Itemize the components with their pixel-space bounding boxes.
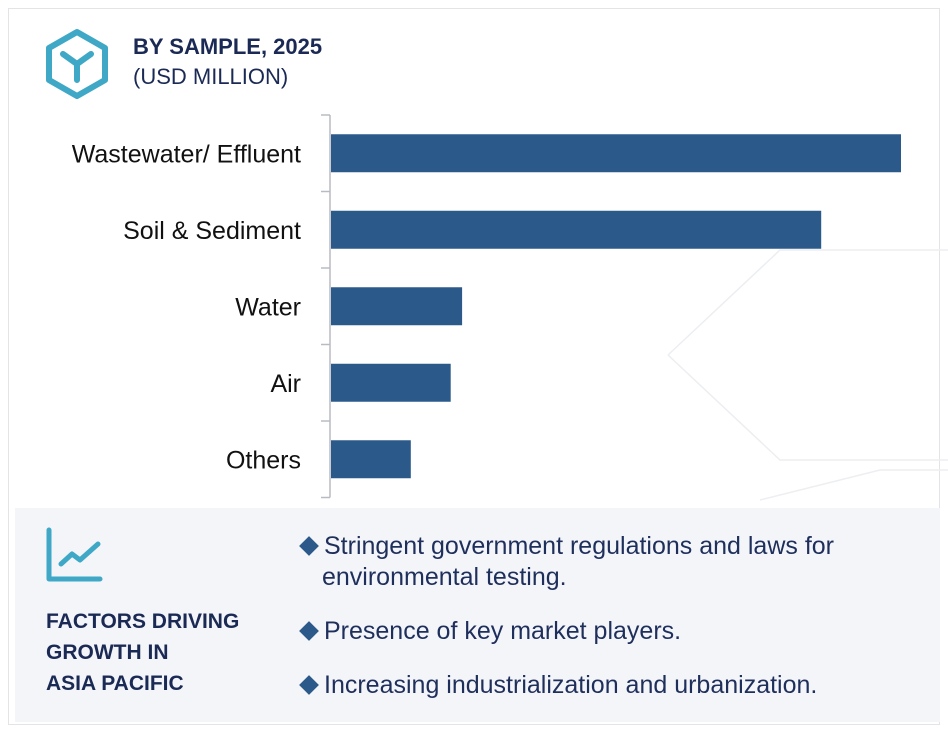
factors-title-line: GROWTH IN — [46, 641, 169, 664]
bar-soil-sediment — [331, 210, 822, 249]
diamond-bullet-icon — [299, 535, 319, 556]
category-label: Wastewater/ Effluent — [72, 140, 301, 168]
factor-text: environmental testing. — [322, 563, 567, 591]
category-label: Water — [235, 293, 301, 321]
factors-title-line: ASIA PACIFIC — [46, 672, 184, 695]
bar-water — [331, 287, 463, 326]
factor-text: Increasing industrialization and urbaniz… — [324, 671, 818, 699]
category-label: Soil & Sediment — [123, 217, 301, 245]
line-chart-icon — [46, 527, 103, 582]
chart-title: BY SAMPLE, 2025 — [133, 34, 323, 59]
category-label: Air — [270, 370, 301, 398]
bar-others — [331, 440, 411, 479]
diamond-bullet-icon — [299, 620, 319, 641]
factor-item: Increasing industrialization and urbaniz… — [299, 670, 930, 701]
bar-air — [331, 363, 451, 402]
factor-item: Presence of key market players. — [299, 616, 930, 647]
card-frame — [8, 8, 940, 725]
bar-chart: Wastewater/ Effluent Soil & Sediment Water… — [72, 114, 901, 499]
chart-subtitle: (USD MILLION) — [133, 64, 289, 89]
factors-panel — [15, 508, 940, 722]
category-label: Others — [226, 446, 301, 474]
factor-text: Stringent government regulations and law… — [324, 532, 835, 560]
bar-wastewater-effluent — [331, 134, 901, 173]
factor-item: Stringent government regulations and law… — [299, 531, 930, 593]
factors-title: FACTORS DRIVING GROWTH IN ASIA PACIFIC — [46, 606, 276, 699]
diamond-bullet-icon — [299, 674, 319, 695]
factor-text: Presence of key market players. — [324, 617, 682, 645]
hexagon-cube-icon — [46, 29, 108, 99]
factors-title-line: FACTORS DRIVING — [46, 610, 240, 633]
